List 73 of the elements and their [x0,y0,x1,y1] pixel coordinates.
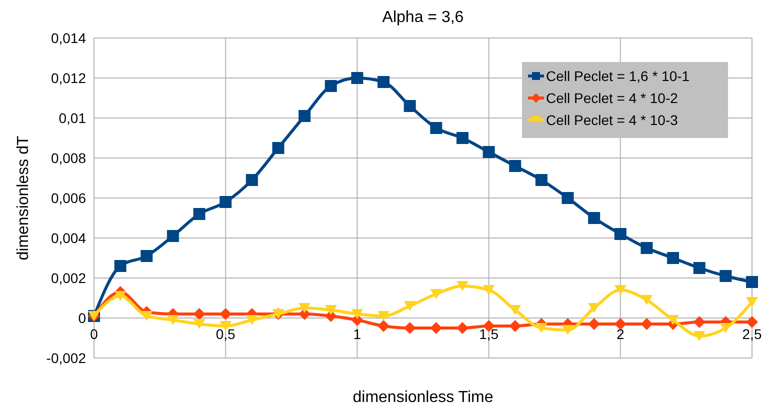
point [430,122,442,134]
point [456,281,468,291]
point [640,318,653,330]
point [746,316,758,328]
point [562,192,574,204]
point [404,301,416,311]
point [430,289,442,299]
point [351,72,364,84]
point [166,230,179,242]
point [693,262,706,274]
y-tick-label: 0,012 [50,70,86,86]
point [246,315,258,325]
point [246,174,258,186]
point [324,80,337,92]
point [378,320,390,332]
point [193,208,206,220]
y-tick-label: -0,002 [46,350,86,366]
point [298,303,311,313]
point [166,315,179,325]
point [298,110,311,122]
y-tick-label: 0,006 [50,190,86,206]
x-tick-label: 2 [616,326,624,342]
point [614,228,626,240]
point [114,291,126,301]
point [640,242,653,254]
point [667,252,680,264]
point [140,311,153,321]
legend-label: Cell Peclet = 4 * 10-2 [546,90,678,106]
x-tick-label: 0,5 [216,326,236,342]
point [482,146,495,158]
point [114,260,126,272]
x-tick-label: 1,5 [479,326,499,342]
x-tick-label: 1 [353,326,362,342]
y-tick-label: 0,008 [50,150,86,166]
y-axis-title: dimensionless dT [15,136,32,260]
legend-label: Cell Peclet = 1,6 * 10-1 [546,68,690,84]
point [693,331,706,341]
x-tick-label: 0 [90,326,98,342]
point [482,285,495,295]
y-tick-label: 0,002 [50,270,86,286]
point [404,100,416,112]
point [404,322,416,334]
point [693,316,706,328]
point [220,196,232,208]
point [509,160,522,172]
point [324,305,337,315]
point [535,323,548,333]
point [614,285,626,295]
y-tick-label: 0 [78,310,86,326]
legend-label: Cell Peclet = 4 * 10-3 [546,112,678,128]
point [456,132,468,144]
point [640,295,653,305]
y-tick-label: 0,004 [50,230,86,246]
x-tick-label: 2,5 [742,326,762,342]
point [378,76,390,88]
point [140,250,153,262]
point [430,322,442,334]
point [720,270,732,282]
point [351,309,364,319]
y-tick-label: 0,01 [58,110,86,126]
x-axis-title: dimensionless Time [352,389,494,406]
point [588,212,600,224]
y-tick-label: 0,014 [50,30,86,46]
point [193,319,206,329]
point [746,276,758,288]
chart-title: Alpha = 3,6 [382,9,464,26]
point [509,320,522,332]
point [535,174,548,186]
point [272,142,284,154]
point [378,311,390,321]
point [193,308,206,320]
point [746,297,758,307]
point [562,325,574,335]
